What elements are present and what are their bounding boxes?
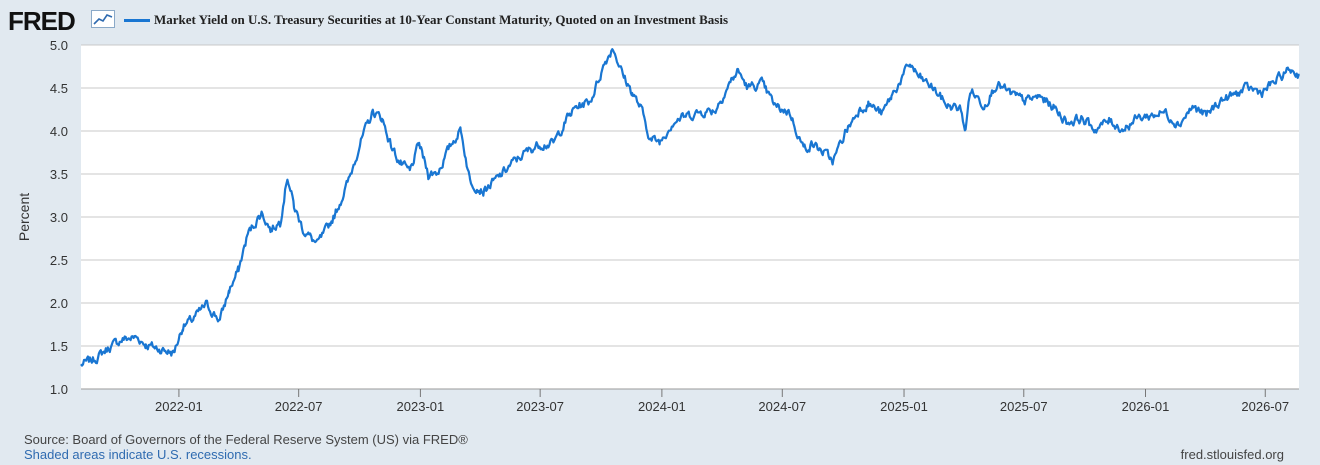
x-tick-label: 2024-01 <box>638 399 686 414</box>
x-tick-label: 2022-01 <box>155 399 203 414</box>
x-axis: 2022-01 2022-07 2023-01 2023-07 2024-01 2024-… <box>155 389 1289 414</box>
legend-swatch <box>124 18 150 22</box>
x-tick-label: 2023-01 <box>397 399 445 414</box>
x-tick-label: 2026-01 <box>1122 399 1170 414</box>
x-tick-label: 2026-07 <box>1241 399 1289 414</box>
y-tick-label: 4.0 <box>50 124 68 139</box>
legend: Market Yield on U.S. Treasury Securities… <box>124 9 728 31</box>
y-tick-label: 1.0 <box>50 382 68 397</box>
chart-svg: 1.01.52.02.53.03.54.04.55.0 2022-01 2022-… <box>16 38 1300 414</box>
y-tick-label: 2.0 <box>50 296 68 311</box>
legend-series-label: Market Yield on U.S. Treasury Securities… <box>154 12 729 27</box>
source-note: Source: Board of Governors of the Federa… <box>24 432 468 447</box>
line-chart-icon <box>91 10 115 28</box>
y-tick-label: 5.0 <box>50 38 68 53</box>
x-tick-label: 2025-07 <box>1000 399 1048 414</box>
recessions-note: Shaded areas indicate U.S. recessions. <box>24 447 252 462</box>
series-line <box>80 48 1300 367</box>
y-axis: 1.0 1.5 2.0 2.5 3.0 3.5 4.0 4.5 5.0 <box>50 38 68 397</box>
x-tick-label: 2024-07 <box>758 399 806 414</box>
y-tick-label: 3.5 <box>50 167 68 182</box>
site-link[interactable]: fred.stlouisfed.org <box>1180 447 1284 462</box>
x-tick-label: 2022-07 <box>275 399 323 414</box>
x-tick-label: 2023-07 <box>516 399 564 414</box>
y-tick-label: 2.5 <box>50 253 68 268</box>
y-axis-label: Percent <box>16 193 32 241</box>
y-tick-label: 4.5 <box>50 81 68 96</box>
y-tick-label: 1.5 <box>50 339 68 354</box>
fred-logo[interactable]: FRED <box>8 6 76 36</box>
y-tick-label: 3.0 <box>50 210 68 225</box>
x-tick-label: 2025-01 <box>880 399 928 414</box>
chart-header: FRED Market Yield on U.S. Treasury Secur… <box>0 0 1320 40</box>
grid-lines <box>81 44 1299 390</box>
